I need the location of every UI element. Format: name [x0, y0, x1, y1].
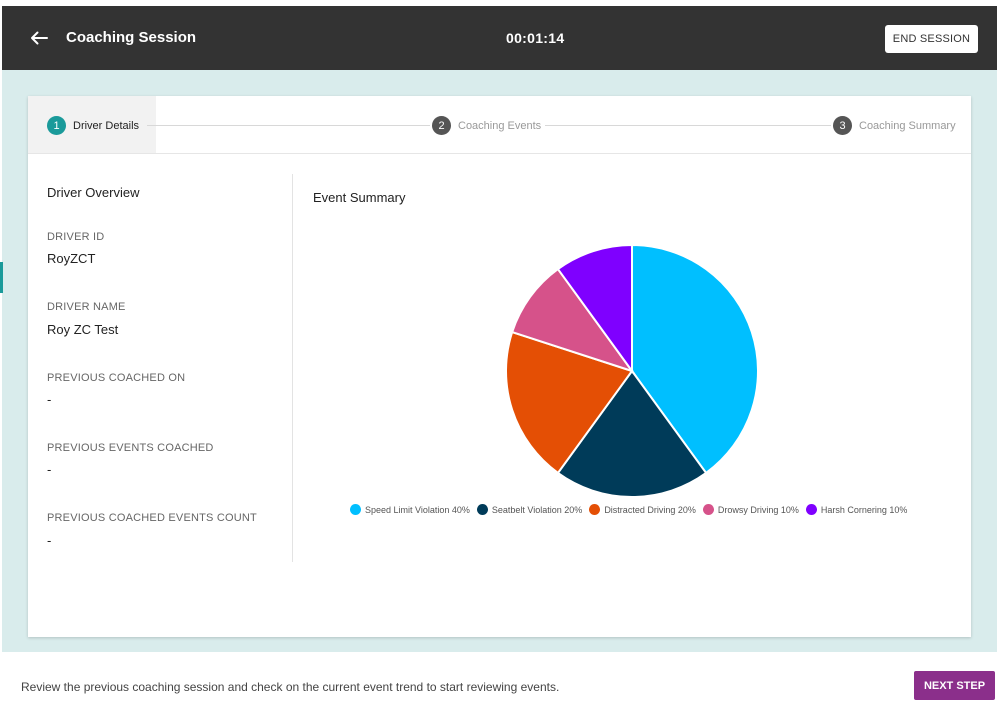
legend-swatch	[702, 504, 714, 515]
step-label: Driver Details	[73, 119, 140, 132]
next-step-button[interactable]: NEXT STEP	[914, 671, 995, 700]
previous-coached-on-value: -	[47, 392, 52, 407]
footer-instructions: Review the previous coaching session and…	[21, 680, 560, 694]
chart-legend: Speed Limit Violation 40% Seatbelt Violat…	[350, 504, 914, 515]
stepper-connector	[543, 125, 831, 126]
step-coaching-summary[interactable]: 3 Coaching Summary	[833, 116, 956, 135]
driver-id-value: RoyZCT	[47, 251, 96, 266]
legend-item[interactable]: Drowsy Driving 10%	[702, 504, 799, 515]
step-label: Coaching Events	[458, 119, 542, 132]
previous-coached-events-count-label: PREVIOUS COACHED EVENTS COUNT	[47, 512, 257, 524]
step-driver-details[interactable]: 1 Driver Details	[47, 116, 146, 135]
stepper-connector	[147, 125, 430, 126]
legend-item[interactable]: Distracted Driving 20%	[589, 504, 696, 515]
legend-swatch	[805, 504, 817, 515]
header-bar: Coaching Session 00:01:14 END SESSION	[2, 6, 997, 70]
driver-id-label: DRIVER ID	[47, 231, 105, 243]
previous-coached-on-label: PREVIOUS COACHED ON	[47, 372, 186, 384]
legend-swatch	[476, 504, 488, 515]
page-title: Coaching Session	[66, 29, 197, 46]
legend-label: Speed Limit Violation 40%	[365, 504, 470, 515]
side-accent-bar	[0, 262, 3, 293]
step-number-badge: 3	[833, 116, 852, 135]
pie-slice-seatbelt-violation[interactable]	[556, 369, 708, 498]
previous-events-coached-label: PREVIOUS EVENTS COACHED	[47, 442, 214, 454]
legend-item[interactable]: Harsh Cornering 10%	[805, 504, 908, 515]
pie-slice-drowsy-driving[interactable]	[510, 267, 635, 373]
step-label: Coaching Summary	[859, 119, 956, 132]
previous-coached-events-count-value: -	[47, 533, 52, 548]
footer-bar: Review the previous coaching session and…	[0, 652, 999, 711]
legend-label: Distracted Driving 20%	[604, 504, 696, 515]
driver-overview-title: Driver Overview	[47, 185, 140, 200]
driver-name-value: Roy ZC Test	[47, 322, 119, 337]
event-summary-title: Event Summary	[313, 190, 406, 205]
pie-slice-speed-limit-violation[interactable]	[631, 243, 759, 475]
back-button[interactable]	[24, 24, 54, 52]
pie-slice-distracted-driving[interactable]	[505, 330, 634, 475]
legend-label: Harsh Cornering 10%	[820, 504, 908, 515]
legend-swatch	[350, 504, 361, 515]
session-timer: 00:01:14	[506, 30, 565, 46]
legend-item[interactable]: Seatbelt Violation 20%	[476, 504, 583, 515]
previous-events-coached-value: -	[47, 462, 52, 477]
arrow-left-icon	[31, 31, 48, 45]
legend-label: Drowsy Driving 10%	[717, 504, 799, 515]
stepper: 1 Driver Details 2 Coaching Events 3 Coa…	[28, 96, 971, 154]
driver-name-label: DRIVER NAME	[47, 301, 126, 313]
legend-item[interactable]: Speed Limit Violation 40%	[350, 504, 470, 515]
step-coaching-events[interactable]: 2 Coaching Events	[432, 116, 546, 135]
legend-label: Seatbelt Violation 20%	[491, 504, 583, 515]
panel-divider	[292, 174, 293, 562]
step-number-badge: 1	[47, 116, 66, 135]
pie-slice-harsh-cornering[interactable]	[556, 243, 633, 375]
step-number-badge: 2	[432, 116, 451, 135]
content-card: 1 Driver Details 2 Coaching Events 3 Coa…	[28, 96, 971, 637]
event-pie-chart	[505, 243, 759, 498]
end-session-button[interactable]: END SESSION	[885, 25, 978, 53]
legend-swatch	[589, 504, 601, 515]
